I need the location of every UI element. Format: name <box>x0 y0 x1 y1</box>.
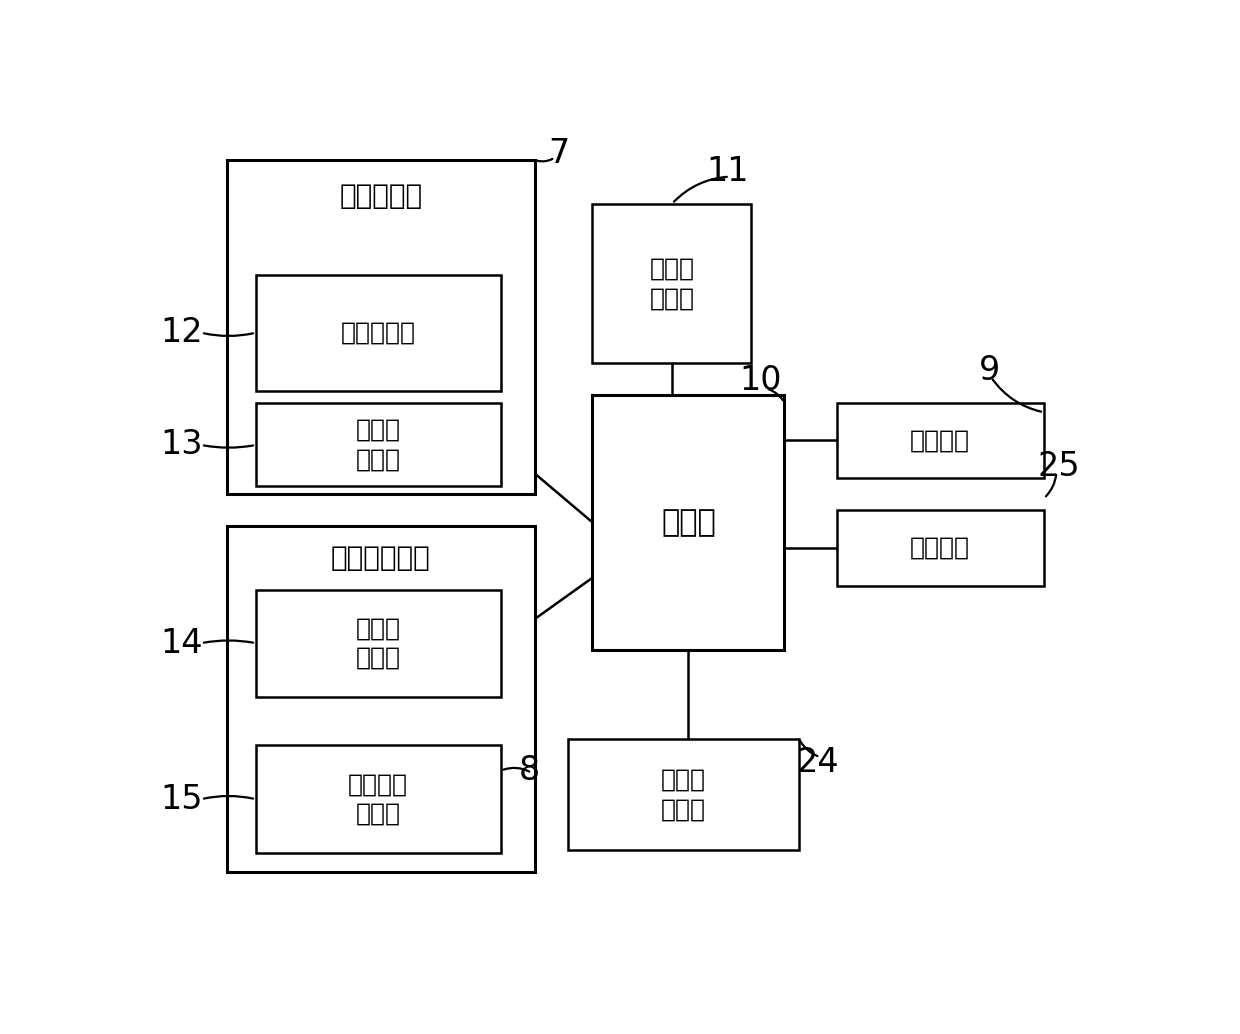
Text: 10: 10 <box>739 364 781 397</box>
Text: 信息交
互模块: 信息交 互模块 <box>650 256 694 310</box>
Text: 24: 24 <box>797 747 839 779</box>
Text: 14: 14 <box>161 627 203 660</box>
FancyBboxPatch shape <box>227 160 534 494</box>
FancyBboxPatch shape <box>255 275 501 391</box>
FancyBboxPatch shape <box>568 738 799 850</box>
Text: 下移测距装置: 下移测距装置 <box>331 544 430 572</box>
Text: 单片机: 单片机 <box>661 508 715 537</box>
Text: 距离采
集模块: 距离采 集模块 <box>356 616 401 670</box>
FancyBboxPatch shape <box>837 403 1044 479</box>
Text: 9: 9 <box>978 355 999 388</box>
Text: 电子计
数模块: 电子计 数模块 <box>356 418 401 472</box>
Text: 15: 15 <box>161 783 203 816</box>
Text: 11: 11 <box>707 155 749 188</box>
FancyBboxPatch shape <box>255 746 501 853</box>
Text: 7: 7 <box>548 138 569 170</box>
Text: 离线缓
存模块: 离线缓 存模块 <box>661 767 706 821</box>
FancyBboxPatch shape <box>227 526 534 873</box>
Text: 锤击计数器: 锤击计数器 <box>340 182 423 210</box>
Text: 激光测距
摄像头: 激光测距 摄像头 <box>348 772 408 826</box>
Text: 定位模块: 定位模块 <box>910 428 970 452</box>
FancyBboxPatch shape <box>593 395 785 649</box>
FancyBboxPatch shape <box>837 510 1044 586</box>
Text: 25: 25 <box>1037 450 1080 483</box>
FancyBboxPatch shape <box>255 589 501 697</box>
FancyBboxPatch shape <box>255 403 501 486</box>
FancyBboxPatch shape <box>593 204 751 363</box>
Text: 8: 8 <box>520 754 541 787</box>
Text: 13: 13 <box>161 428 203 461</box>
Text: 缓存模块: 缓存模块 <box>910 536 970 559</box>
Text: 12: 12 <box>161 316 203 349</box>
Text: 计数传感器: 计数传感器 <box>341 321 415 344</box>
